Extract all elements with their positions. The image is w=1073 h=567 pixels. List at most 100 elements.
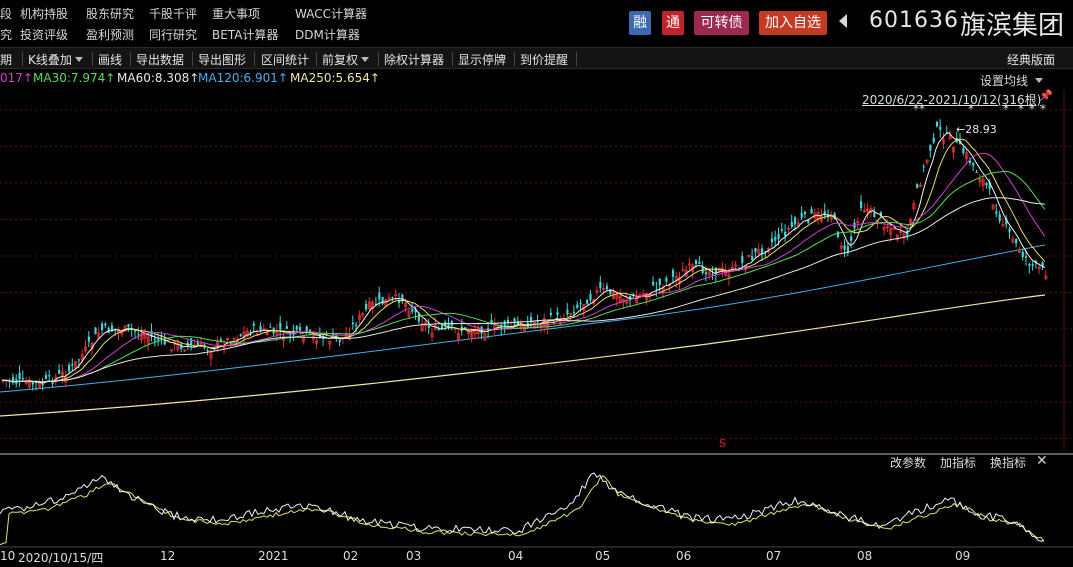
- candle-body: [503, 321, 506, 329]
- ma10-line: [1, 138, 1046, 383]
- toolbar-show-suspension[interactable]: 显示停牌: [458, 53, 507, 67]
- candle-body: [803, 211, 807, 215]
- candle-body: [157, 339, 160, 341]
- candle-body: [757, 249, 761, 255]
- candle-body: [764, 251, 767, 253]
- candle-body: [586, 299, 589, 305]
- date-range-label[interactable]: 2020/6/22-2021/10/12(316根): [862, 93, 1042, 107]
- candle-body: [31, 382, 34, 385]
- candle-body: [618, 295, 622, 304]
- candle-body: [860, 201, 863, 208]
- candle-body: [262, 328, 266, 331]
- toolbar-kline-overlay-label: K线叠加: [28, 53, 72, 67]
- nav-link-peer-research[interactable]: 同行研究: [149, 28, 198, 42]
- candle-body: [536, 320, 539, 323]
- candle-body: [843, 245, 846, 250]
- ma-settings-dropdown[interactable]: 设置均线: [980, 72, 1043, 89]
- toolbar-export-image[interactable]: 导出图形: [198, 53, 247, 67]
- edit-params-button[interactable]: 改参数: [890, 456, 927, 470]
- x-axis-label: 06: [676, 549, 692, 563]
- candle-body: [972, 162, 975, 166]
- toolbar-forward-adjust[interactable]: 前复权: [322, 51, 370, 68]
- candle-body: [530, 317, 533, 323]
- toolbar-classic-layout[interactable]: 经典版面: [1007, 53, 1056, 67]
- toolbar-range-stats[interactable]: 区间统计: [261, 53, 310, 67]
- candle-body: [140, 333, 144, 341]
- event-marker-icon[interactable]: *: [968, 102, 974, 116]
- toolbar-draw-line[interactable]: 画线: [98, 53, 123, 67]
- candle-body: [556, 312, 559, 316]
- candle-body: [850, 236, 853, 241]
- back-arrow-icon[interactable]: [839, 14, 847, 28]
- candle-body: [365, 303, 368, 310]
- toolbar-period[interactable]: 期: [0, 53, 13, 67]
- nav-link-truncated-2[interactable]: 究: [0, 28, 13, 42]
- candle-body: [589, 293, 592, 301]
- candle-body: [638, 294, 642, 297]
- event-marker-icon[interactable]: *: [1018, 102, 1024, 116]
- candle-body: [239, 334, 242, 336]
- stock-connect-badge[interactable]: 通: [662, 11, 684, 35]
- candle-body: [401, 294, 404, 302]
- ma120-path: [0, 244, 1046, 393]
- toolbar-ex-rights-calculator[interactable]: 除权计算器: [384, 53, 445, 67]
- candle-body: [146, 336, 150, 345]
- candle-body: [183, 349, 187, 352]
- toolbar-kline-overlay[interactable]: K线叠加: [28, 51, 83, 68]
- sell-signal-marker[interactable]: S: [719, 437, 726, 450]
- candle-body: [351, 322, 354, 325]
- toolbar-export-data[interactable]: 导出数据: [136, 53, 185, 67]
- candle-body: [127, 324, 130, 327]
- toolbar-price-alert[interactable]: 到价提醒: [520, 53, 569, 67]
- nav-link-stock-reviews[interactable]: 千股千评: [149, 7, 198, 21]
- candle-body: [668, 283, 672, 286]
- event-marker-icon[interactable]: *: [1029, 102, 1035, 116]
- nav-link-beta-calculator[interactable]: BETA计算器: [212, 28, 279, 42]
- candle-body: [398, 300, 401, 303]
- candle-body: [391, 297, 394, 299]
- nav-link-institution-holdings[interactable]: 机构持股: [20, 7, 69, 21]
- nav-link-investment-rating[interactable]: 投资评级: [20, 28, 69, 42]
- x-axis-label: 07: [766, 549, 782, 563]
- candle-body: [225, 337, 229, 340]
- candle-body: [404, 302, 408, 307]
- nav-link-earnings-forecast[interactable]: 盈利预测: [86, 28, 135, 42]
- candle-body: [605, 285, 609, 290]
- candle-body: [153, 338, 156, 341]
- switch-indicator-button[interactable]: 换指标: [990, 456, 1027, 470]
- candle-body: [929, 144, 932, 151]
- event-marker-icon[interactable]: *: [1003, 102, 1009, 116]
- nav-link-major-events[interactable]: 重大事项: [212, 7, 261, 21]
- candle-body: [902, 233, 906, 239]
- add-indicator-button[interactable]: 加指标: [940, 456, 977, 470]
- pin-icon[interactable]: 📌: [1039, 89, 1053, 102]
- candle-body: [361, 312, 365, 316]
- close-icon[interactable]: ✕: [1036, 453, 1048, 469]
- candle-body: [952, 146, 956, 153]
- candle-body: [595, 290, 599, 293]
- candle-body: [490, 319, 493, 324]
- stock-name: 旗滨集团: [960, 11, 1065, 41]
- event-marker-icon[interactable]: **: [913, 102, 925, 116]
- nav-link-ddm-calculator[interactable]: DDM计算器: [295, 28, 360, 42]
- nav-link-wacc-calculator[interactable]: WACC计算器: [295, 7, 367, 21]
- nav-link-truncated-1[interactable]: 段: [0, 7, 13, 21]
- candle-body: [995, 211, 998, 214]
- event-marker-icon[interactable]: *: [1040, 102, 1046, 116]
- candle-body: [704, 272, 708, 275]
- candle-body: [417, 314, 420, 322]
- convertible-bond-button[interactable]: 可转债: [694, 11, 749, 35]
- candle-body: [357, 314, 361, 320]
- add-to-watchlist-button[interactable]: 加入自选: [759, 11, 827, 35]
- candle-body: [44, 375, 48, 379]
- candle-body: [48, 375, 51, 377]
- candle-body: [101, 323, 104, 330]
- candle-body: [906, 230, 909, 236]
- candle-body: [232, 337, 236, 340]
- margin-trading-badge[interactable]: 融: [629, 11, 651, 35]
- candle-body: [305, 326, 308, 332]
- candle-body: [54, 376, 58, 383]
- candle-body: [615, 294, 619, 299]
- nav-link-shareholder-research[interactable]: 股东研究: [86, 7, 135, 21]
